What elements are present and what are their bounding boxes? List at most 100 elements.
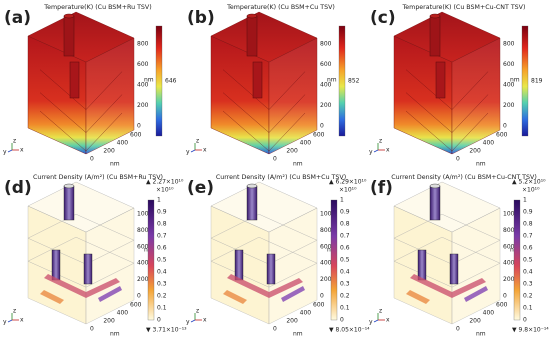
layer-outline [405,92,489,133]
x-tick-label: 0 [273,156,277,163]
panel-label: (e) [187,178,214,198]
triad-label: x [386,317,390,324]
x-tick-label: 600 [496,302,508,309]
colorbar [330,199,338,321]
colorbar-max: ▲ 2.27×10¹⁰ [146,179,184,186]
z-tick-label: 0 [503,123,507,130]
triad-label: y [3,319,7,326]
current-strip [40,290,64,304]
colorbar-scale: ×10¹⁰ [522,187,540,194]
layer-outline [222,69,306,110]
panel-title: Temperature(K) (Cu BSM+Cu TSV) [226,4,335,11]
colorbar-label: 0.9 [523,209,533,216]
colorbar-min: ▼ 9.8×10⁻¹⁴ [512,327,549,334]
x-unit: nm [476,161,486,168]
colorbar-label: 0.2 [340,293,350,300]
panel-title: Temperature(K) (Cu BSM+Cu-CNT TSV) [402,4,526,11]
z-tick-label: 0 [320,293,324,300]
x-tick-label: 400 [117,140,129,147]
panel-label: (a) [4,8,31,28]
colorbar-label: 0.1 [340,305,350,312]
x-tick-label: 0 [90,326,94,333]
colorbar-label: 0.3 [340,281,350,288]
panel: (b)Temperature(K) (Cu BSM+Cu TSV)0200400… [186,4,360,168]
current-strip [464,286,488,302]
panel-title: Current Density (A/m²) (Cu BSM+Cu-CNT TS… [391,174,537,181]
z-unit: nm [327,77,337,84]
colorbar [147,199,155,321]
layer-plane [210,236,318,288]
tsv-pillar [69,61,80,99]
triad-axis [190,149,196,153]
tsv-top [63,13,75,19]
x-unit: nm [293,161,303,168]
tsv-top [246,13,258,19]
panel-title: Current Density (A/m²) (Cu BSM+Ru TSV) [33,174,163,181]
x-tick-label: 400 [300,310,312,317]
current-strip [98,286,122,302]
triad-label: x [20,317,24,324]
z-tick-label: 600 [503,61,515,68]
triad-axis [7,319,13,323]
z-tick-label: 400 [320,260,332,267]
colorbar-label: 1 [523,197,527,204]
x-tick-label: 200 [286,148,298,155]
z-tick-label: 800 [320,41,332,48]
z-tick-label: 200 [503,276,515,283]
triad-label: z [379,138,382,145]
z-tick-label: 0 [137,123,141,130]
layer-outline [405,110,489,152]
colorbar-scale: ×10¹⁰ [339,187,357,194]
triad-axis [7,149,13,153]
z-tick-label: 400 [503,260,515,267]
top-face [27,181,135,233]
tsv-pillar [417,249,427,281]
z-tick-label: 1000 [320,211,335,218]
colorbar-scale: ×10¹⁰ [156,187,174,194]
tsv-pillar [449,253,459,285]
colorbar-label: 0.9 [340,209,350,216]
x-tick-label: 0 [456,156,460,163]
z-tick-label: 200 [137,276,149,283]
triad-label: z [196,138,199,145]
tsv-top [429,183,441,189]
tsv-top [63,183,75,189]
triad-label: y [369,149,373,156]
colorbar-label: 0.2 [157,293,167,300]
colorbar-label: 0.3 [523,281,533,288]
panel-title: Current Density (A/m²) (Cu BSM+Cu TSV) [216,174,346,181]
current-strip [406,290,430,304]
tsv-pillar [63,185,75,221]
triad-label: x [20,147,24,154]
layer-plane [393,236,501,288]
colorbar-label: 0.6 [523,245,533,252]
z-tick-label: 400 [137,82,149,89]
x-tick-label: 400 [483,140,495,147]
panel-label: (f) [370,178,393,198]
z-tick-label: 0 [320,123,324,130]
colorbar-label: 0.5 [340,257,350,264]
panel-title: Temperature(K) (Cu BSM+Ru TSV) [43,4,151,11]
layer-outline [222,110,306,152]
z-tick-label: 800 [503,227,515,234]
current-strip [223,290,247,304]
z-tick-label: 600 [320,243,332,250]
z-tick-label: 400 [320,82,332,89]
colorbar-label: 0.6 [340,245,350,252]
tsv-top [429,13,441,19]
colorbar-max: ▲ 6.29×10¹⁰ [329,179,367,186]
triad-label: x [386,147,390,154]
colorbar-label: 0.1 [523,305,533,312]
colorbar-label: 0.3 [157,281,167,288]
z-tick-label: 400 [137,260,149,267]
triad-label: z [196,308,199,315]
colorbar [513,199,521,321]
colorbar [155,25,163,137]
panel: (c) Temperature(K) (Cu BSM+Cu-CNT TSV) 0 20… [369,4,543,168]
panel: (e)Current Density (A/m²) (Cu BSM+Cu TSV… [186,174,370,338]
colorbar-min: ▼ 8.05×10⁻¹⁴ [329,327,370,334]
z-tick-label: 800 [503,41,515,48]
layer-outline [222,92,306,133]
current-strip [281,286,305,302]
